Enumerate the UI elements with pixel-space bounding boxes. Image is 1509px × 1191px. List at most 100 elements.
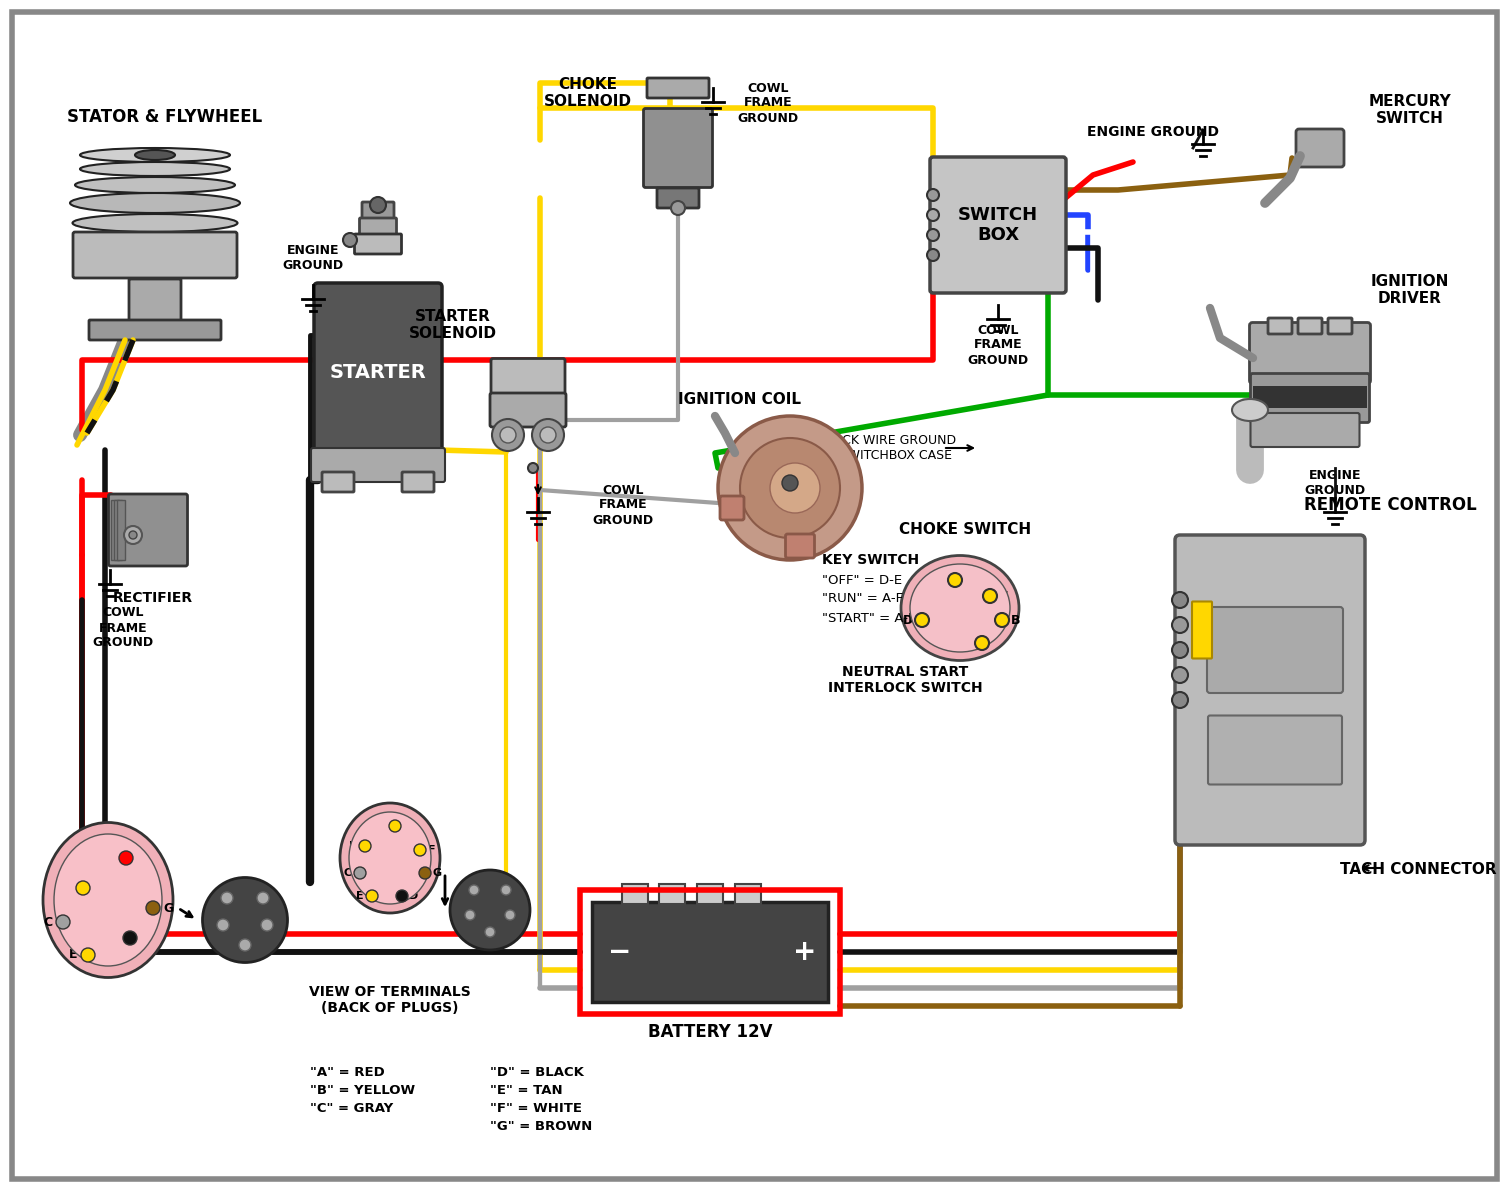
FancyBboxPatch shape — [720, 495, 744, 520]
Text: ENGINE GROUND: ENGINE GROUND — [1086, 125, 1219, 139]
Bar — [735, 884, 761, 904]
FancyBboxPatch shape — [1251, 374, 1370, 423]
Text: E: E — [356, 891, 364, 902]
Circle shape — [420, 867, 432, 879]
Ellipse shape — [1231, 399, 1268, 420]
Text: E: E — [1000, 590, 1008, 603]
FancyBboxPatch shape — [89, 320, 220, 339]
Circle shape — [770, 463, 819, 513]
Ellipse shape — [80, 148, 229, 162]
Text: SWITCH
BOX: SWITCH BOX — [958, 206, 1038, 244]
FancyBboxPatch shape — [490, 393, 566, 428]
Text: F: F — [429, 844, 436, 855]
Circle shape — [484, 927, 495, 937]
FancyBboxPatch shape — [490, 358, 564, 398]
Circle shape — [465, 910, 475, 919]
Circle shape — [672, 201, 685, 216]
Text: STATOR & FLYWHEEL: STATOR & FLYWHEEL — [68, 108, 263, 126]
Text: MERCURY
SWITCH: MERCURY SWITCH — [1369, 94, 1452, 126]
Circle shape — [220, 892, 232, 904]
Circle shape — [75, 881, 91, 894]
FancyBboxPatch shape — [109, 494, 187, 566]
Circle shape — [81, 948, 95, 962]
Circle shape — [469, 885, 478, 894]
Text: "E" = TAN: "E" = TAN — [490, 1084, 563, 1097]
Bar — [115, 500, 122, 560]
Text: REMOTE CONTROL: REMOTE CONTROL — [1304, 495, 1476, 515]
Circle shape — [499, 428, 516, 443]
Text: CHOKE
SOLENOID: CHOKE SOLENOID — [545, 76, 632, 110]
Circle shape — [128, 531, 137, 540]
FancyBboxPatch shape — [311, 448, 445, 482]
Bar — [697, 884, 723, 904]
Circle shape — [718, 416, 862, 560]
Text: IGNITION COIL: IGNITION COIL — [679, 393, 801, 407]
FancyBboxPatch shape — [656, 188, 699, 208]
Text: STARTER: STARTER — [329, 362, 427, 381]
Circle shape — [1172, 692, 1188, 707]
Text: "RUN" = A-F: "RUN" = A-F — [822, 592, 902, 605]
Bar — [622, 884, 647, 904]
FancyBboxPatch shape — [1328, 318, 1352, 333]
Text: −: − — [608, 939, 632, 966]
Text: A: A — [136, 852, 146, 865]
Circle shape — [528, 463, 539, 473]
Circle shape — [994, 613, 1010, 626]
Text: "A" = RED: "A" = RED — [309, 1066, 385, 1079]
FancyBboxPatch shape — [314, 283, 442, 461]
Text: COWL
FRAME
GROUND: COWL FRAME GROUND — [593, 484, 653, 526]
Text: "B" = YELLOW: "B" = YELLOW — [309, 1084, 415, 1097]
FancyBboxPatch shape — [930, 157, 1065, 293]
Text: B: B — [349, 841, 358, 852]
Circle shape — [948, 573, 963, 587]
Circle shape — [355, 867, 367, 879]
Text: C: C — [44, 916, 53, 929]
Circle shape — [540, 428, 555, 443]
Ellipse shape — [340, 803, 441, 913]
Ellipse shape — [54, 834, 161, 966]
Circle shape — [124, 931, 137, 944]
Text: F: F — [964, 636, 972, 649]
Text: IGNITION
DRIVER: IGNITION DRIVER — [1370, 274, 1449, 306]
Text: ENGINE
GROUND: ENGINE GROUND — [1304, 469, 1366, 497]
Ellipse shape — [202, 878, 288, 962]
Bar — [592, 902, 828, 1002]
FancyBboxPatch shape — [355, 233, 401, 254]
Ellipse shape — [134, 150, 175, 160]
Text: E: E — [69, 948, 77, 961]
Circle shape — [914, 613, 930, 626]
Text: D: D — [140, 931, 149, 944]
Circle shape — [370, 197, 386, 213]
FancyBboxPatch shape — [786, 534, 815, 559]
Circle shape — [739, 438, 841, 538]
FancyBboxPatch shape — [643, 108, 712, 187]
Text: C: C — [344, 868, 352, 878]
Circle shape — [389, 819, 401, 833]
FancyBboxPatch shape — [1209, 716, 1342, 785]
Bar — [118, 500, 125, 560]
Ellipse shape — [450, 869, 530, 950]
Text: B: B — [63, 881, 72, 894]
Ellipse shape — [80, 162, 229, 176]
FancyBboxPatch shape — [362, 202, 394, 222]
Circle shape — [533, 419, 564, 451]
Circle shape — [1172, 642, 1188, 657]
Text: NEUTRAL START
INTERLOCK SWITCH: NEUTRAL START INTERLOCK SWITCH — [828, 665, 982, 696]
Text: G: G — [163, 902, 174, 915]
FancyBboxPatch shape — [359, 218, 397, 238]
Text: KEY SWITCH: KEY SWITCH — [822, 553, 919, 567]
Ellipse shape — [901, 555, 1019, 661]
FancyBboxPatch shape — [401, 472, 435, 492]
Circle shape — [413, 844, 426, 856]
Text: CHOKE SWITCH: CHOKE SWITCH — [899, 523, 1031, 537]
Ellipse shape — [910, 565, 1010, 651]
FancyBboxPatch shape — [1296, 129, 1345, 167]
Text: COWL
FRAME
GROUND: COWL FRAME GROUND — [738, 81, 798, 125]
FancyBboxPatch shape — [1251, 413, 1360, 447]
Circle shape — [343, 233, 358, 247]
Circle shape — [146, 902, 160, 915]
Text: STARTER
SOLENOID: STARTER SOLENOID — [409, 308, 496, 341]
FancyBboxPatch shape — [1249, 323, 1370, 384]
Text: "OFF" = D-E: "OFF" = D-E — [822, 574, 902, 586]
Text: ENGINE
GROUND: ENGINE GROUND — [282, 244, 344, 272]
